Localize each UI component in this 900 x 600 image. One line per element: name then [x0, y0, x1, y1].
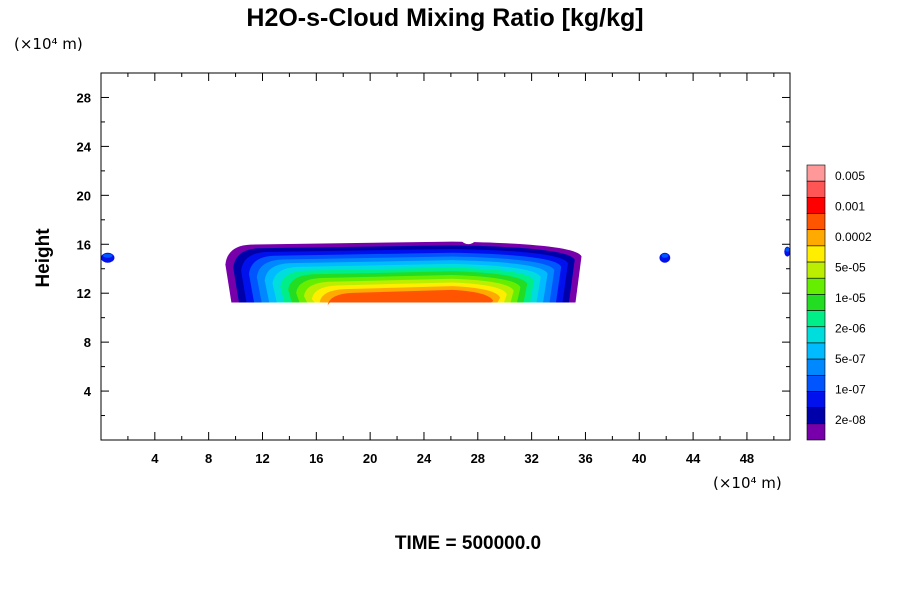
y-tick-label: 24	[77, 139, 92, 154]
cloud-notch	[458, 238, 478, 245]
y-tick-label: 4	[84, 384, 92, 399]
colorbar-label: 1e-05	[835, 291, 866, 305]
colorbar-swatch	[806, 326, 826, 344]
chart-title: H2O-s-Cloud Mixing Ratio [kg/kg]	[246, 4, 643, 32]
colorbar-swatch	[806, 294, 826, 311]
x-tick-label: 44	[686, 451, 701, 466]
cloud-field	[101, 238, 791, 306]
x-tick-label: 32	[524, 451, 538, 466]
y-axis-label: Height	[33, 228, 54, 288]
colorbar-swatch	[806, 213, 826, 231]
y-tick-label: 28	[77, 90, 91, 105]
plot-frame	[100, 72, 791, 441]
colorbar-swatch	[806, 342, 826, 360]
colorbar-swatch	[806, 229, 826, 247]
y-axis-unit: (×10⁴ m)	[14, 35, 83, 53]
colorbar-label: 0.005	[835, 169, 865, 183]
small-cloud-42-core	[661, 253, 669, 258]
colorbar-swatch	[806, 374, 826, 392]
colorbar-label: 0.001	[835, 200, 865, 214]
x-tick-label: 24	[417, 451, 432, 466]
x-tick-label: 16	[309, 451, 323, 466]
right-edge-cloud-core	[785, 247, 790, 252]
x-tick-label: 12	[255, 451, 269, 466]
colorbar: 0.005 0.001 0.0002 5e-05 1e-05 2e-06 5e-07 1e-0…	[806, 164, 872, 441]
y-tick-label: 8	[84, 335, 91, 350]
x-tick-label: 20	[363, 451, 377, 466]
x-tick-label: 28	[471, 451, 485, 466]
colorbar-label: 1e-07	[835, 383, 866, 397]
x-tick-label: 4	[151, 451, 159, 466]
colorbar-label: 5e-07	[835, 352, 866, 366]
colorbar-swatch	[806, 197, 826, 214]
colorbar-swatch	[806, 423, 826, 441]
colorbar-label: 0.0002	[835, 230, 872, 244]
colorbar-swatch	[806, 391, 826, 408]
colorbar-swatch	[806, 310, 826, 328]
x-axis-unit: (×10⁴ m)	[713, 474, 782, 492]
x-tick-label: 36	[578, 451, 592, 466]
y-tick-label: 16	[77, 237, 91, 252]
colorbar-swatch	[806, 180, 826, 198]
time-label: TIME = 500000.0	[395, 533, 541, 554]
y-tick-label: 20	[77, 188, 91, 203]
left-edge-cloud-core	[103, 253, 113, 258]
colorbar-swatch	[806, 261, 826, 279]
colorbar-swatch	[806, 277, 826, 295]
x-tick-label: 40	[632, 451, 646, 466]
x-tick-label: 8	[205, 451, 212, 466]
cloud-band	[327, 289, 494, 306]
colorbar-label: 5e-05	[835, 261, 866, 275]
colorbar-label: 2e-06	[835, 322, 866, 336]
colorbar-swatch	[806, 164, 826, 182]
colorbar-label: 2e-08	[835, 413, 866, 427]
x-tick-label: 48	[740, 451, 754, 466]
colorbar-swatch	[806, 245, 826, 263]
colorbar-swatch	[806, 407, 826, 425]
y-tick-label: 12	[77, 286, 91, 301]
colorbar-swatch	[806, 358, 826, 376]
